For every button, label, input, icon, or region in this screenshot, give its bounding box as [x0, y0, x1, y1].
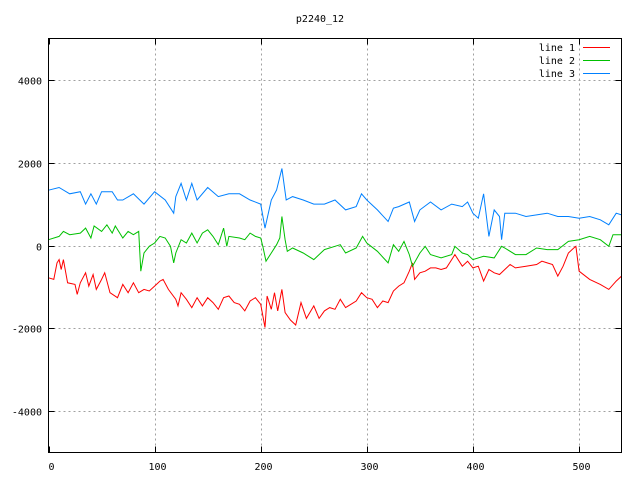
grid: [48, 38, 622, 453]
x-tick-label: 500: [572, 462, 590, 473]
axis-ticks: 0 100 200 300 400 500 -4000 -2000 0 2000 4000: [12, 38, 622, 473]
x-tick-label: 300: [360, 462, 378, 473]
y-tick-label: 0: [36, 243, 42, 254]
legend-label-line-2: line 2: [539, 56, 575, 67]
plot-frame: [48, 38, 622, 453]
y-tick-label: -4000: [12, 408, 42, 419]
chart-title: p2240_12: [296, 14, 344, 25]
y-tick-label: -2000: [12, 325, 42, 336]
legend-label-line-3: line 3: [539, 69, 575, 80]
series-group: [48, 168, 622, 328]
series-line-2: [48, 216, 622, 272]
series-line-1: [48, 245, 622, 328]
y-tick-label: 4000: [18, 77, 42, 88]
x-tick-label: 0: [48, 462, 54, 473]
legend: line 1 line 2 line 3: [539, 43, 610, 80]
y-tick-label: 2000: [18, 160, 42, 171]
legend-label-line-1: line 1: [539, 43, 575, 54]
x-tick-label: 200: [254, 462, 272, 473]
series-line-3: [48, 168, 622, 240]
x-tick-label: 400: [466, 462, 484, 473]
x-tick-label: 100: [148, 462, 166, 473]
